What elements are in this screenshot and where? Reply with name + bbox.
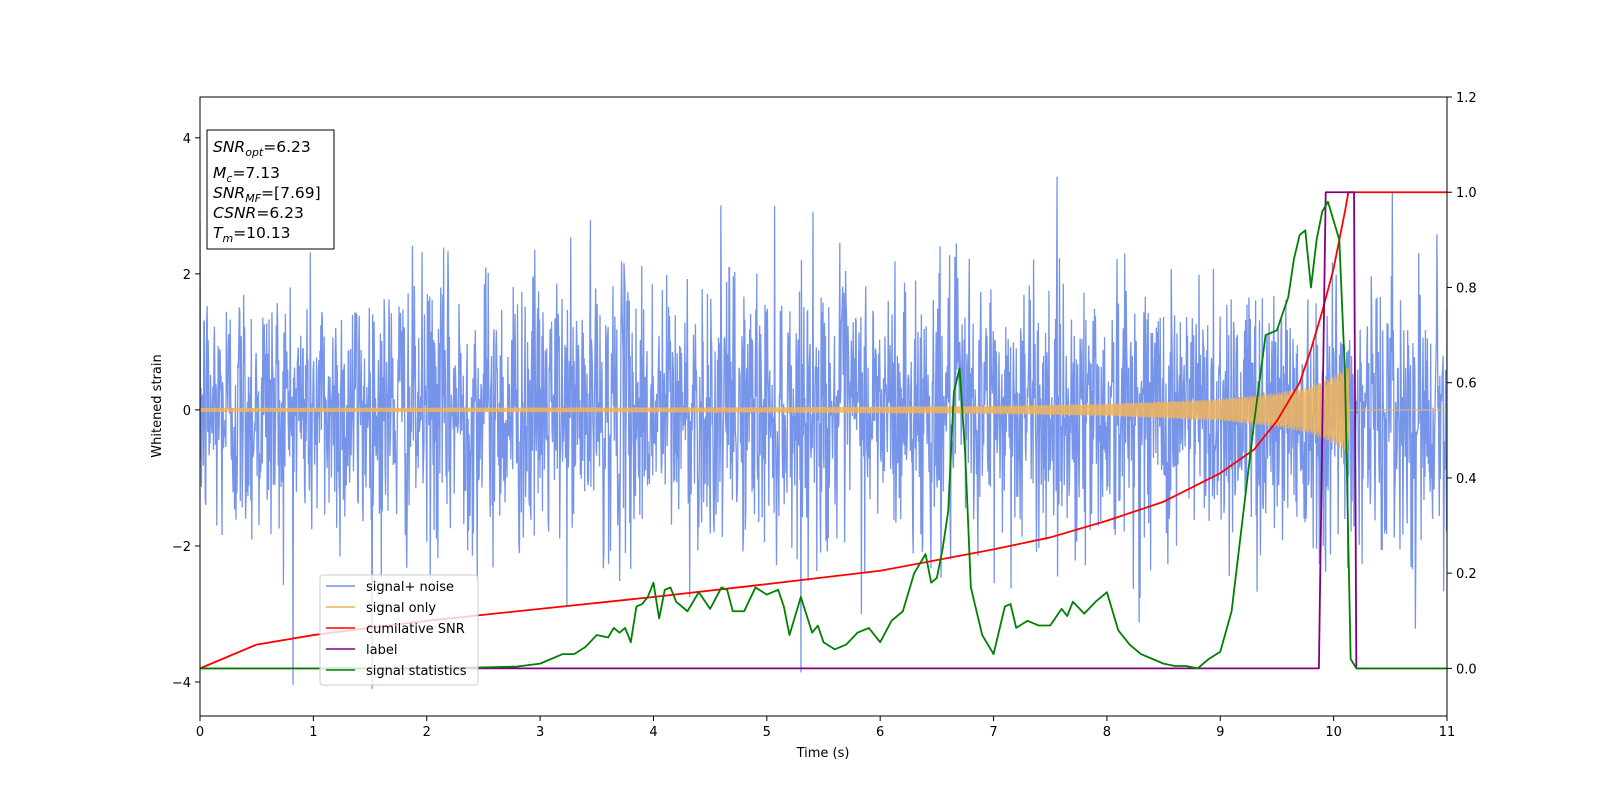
x-tick-label: 8 — [1103, 725, 1111, 740]
y-tick-label: −4 — [172, 676, 191, 691]
y2-tick-label: 0.2 — [1456, 567, 1477, 582]
x-tick-label: 1 — [309, 725, 317, 740]
y2-tick-label: 0.4 — [1456, 472, 1477, 487]
series-cumulative-snr-line — [200, 191, 1447, 670]
y-axis-label: Whitened strain — [150, 354, 165, 457]
y-tick-label: −2 — [172, 540, 191, 555]
series-signal-only-line — [200, 368, 1447, 454]
legend-frame — [319, 574, 479, 686]
y2-tick-label: 0.0 — [1456, 662, 1477, 677]
y2-tick-label: 0.8 — [1456, 281, 1477, 296]
y-axis-left: −4 −2 0 2 4 — [172, 132, 200, 691]
x-tick-label: 11 — [1439, 725, 1456, 740]
info-csnr: CSNR=6.23 — [213, 204, 304, 222]
legend-label-signal-only: signal only — [366, 601, 436, 616]
y2-tick-label: 0.6 — [1456, 377, 1477, 392]
info-box-frame — [206, 129, 335, 250]
info-snr-mf: SNRMF=[7.69] — [213, 184, 321, 205]
x-tick-label: 5 — [763, 725, 771, 740]
info-box: SNRopt=6.23 Mc=7.13 SNRMF=[7.69] CSNR=6.… — [206, 129, 335, 250]
legend-label-label: label — [366, 643, 397, 658]
y2-tick-label: 1.0 — [1456, 186, 1477, 201]
x-tick-label: 0 — [196, 725, 204, 740]
legend-label-signal-statistics: signal statistics — [366, 664, 467, 679]
x-tick-label: 4 — [649, 725, 657, 740]
x-axis-label: Time (s) — [796, 746, 850, 761]
x-tick-label: 9 — [1216, 725, 1224, 740]
legend-label-cumulative-snr: cumilative SNR — [366, 622, 465, 637]
x-tick-label: 10 — [1325, 725, 1342, 740]
x-axis: 0 1 2 3 4 5 6 7 8 9 10 11 — [196, 716, 1455, 740]
y-tick-label: 0 — [183, 404, 191, 419]
series-signal-noise-line — [200, 176, 1447, 689]
series-layer — [200, 176, 1447, 689]
series-signal-statistics-line — [200, 200, 1447, 670]
x-tick-label: 3 — [536, 725, 544, 740]
x-tick-label: 7 — [989, 725, 997, 740]
legend: signal+ noise signal only cumilative SNR… — [319, 574, 479, 686]
x-tick-label: 6 — [876, 725, 884, 740]
y-tick-label: 4 — [183, 132, 191, 147]
y2-tick-label: 1.2 — [1456, 91, 1477, 106]
x-tick-label: 2 — [423, 725, 431, 740]
y-tick-label: 2 — [183, 268, 191, 283]
info-snr-opt: SNRopt=6.23 — [213, 138, 311, 159]
info-tm: Tm=10.13 — [213, 224, 291, 245]
plot-frame — [199, 96, 1448, 717]
legend-label-signal-noise: signal+ noise — [366, 580, 454, 595]
y-axis-right: 0.0 0.2 0.4 0.6 0.8 1.0 1.2 — [1447, 91, 1477, 677]
info-mc: Mc=7.13 — [213, 164, 280, 185]
